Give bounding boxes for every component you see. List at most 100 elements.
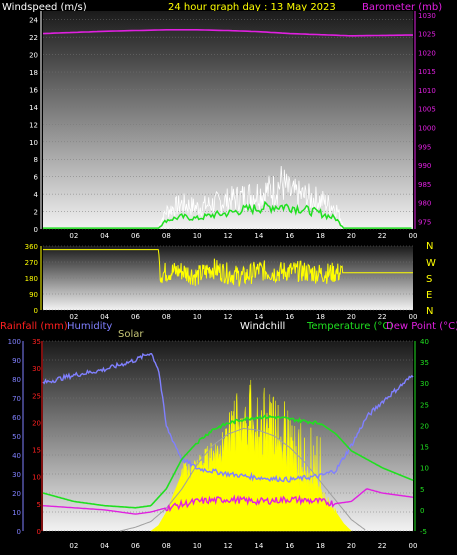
windspeed-label: Windspeed (m/s) [2,2,87,13]
rainfall-label: Rainfall (mm) [0,321,68,332]
temperature-tick-label: 10 [420,465,429,473]
series-line-dewpoint [42,488,414,515]
x-tick-label: 00 [409,542,418,550]
compass-label: N [426,241,433,252]
series-line-wind-average [43,200,412,229]
x-tick-label: 22 [378,232,387,240]
x-tick-label: 00 [409,313,418,321]
x-tick-label: 12 [224,232,233,240]
humidity-tick-label: 60 [12,414,21,422]
temperature-tick-label: 30 [420,380,429,388]
y-tick-label: 6 [34,174,39,182]
panel3-axes: 010203040506070809010005101520253035-505… [8,338,429,550]
x-tick-label: 02 [69,232,78,240]
x-tick-label: 16 [285,232,294,240]
panel2-series [43,249,413,287]
y2-tick-label: 990 [418,162,431,170]
rainfall-tick-label: 10 [32,474,41,482]
humidity-tick-label: 80 [12,376,21,384]
humidity-tick-label: 50 [12,433,21,441]
compass-labels: N W S E N [426,241,436,317]
y2-tick-label: 980 [418,200,431,208]
y2-tick-label: 1030 [418,12,436,20]
y-tick-label: 0 [34,226,38,234]
solar-label: Solar [118,329,144,340]
humidity-tick-label: 20 [12,490,21,498]
y-tick-label: 360 [25,243,38,251]
x-tick-label: 20 [347,232,356,240]
rainfall-tick-label: 35 [32,338,41,346]
y-tick-label: 14 [29,104,38,112]
x-tick-label: 22 [378,313,387,321]
x-tick-label: 12 [224,542,233,550]
y-tick-label: 16 [29,86,38,94]
series-line-solar-maximum [119,427,366,532]
panel2-axes: 0 90 180 270 360 02 04 06 08 10 12 14 16 18 20 22 00 [25,243,418,321]
x-tick-label: 20 [347,542,356,550]
x-tick-label: 20 [347,313,356,321]
rainfall-tick-label: 15 [32,447,41,455]
x-tick-label: 08 [162,232,171,240]
humidity-tick-label: 90 [12,357,21,365]
temperature-tick-label: -5 [420,528,427,536]
x-tick-label: 06 [131,313,140,321]
humidity-label: Humidity [67,321,112,332]
x-tick-label: 14 [254,313,263,321]
y-tick-label: 10 [29,139,38,147]
y-tick-label: 180 [25,275,38,283]
y-tick-label: 4 [34,191,39,199]
y2-tick-label: 1015 [418,68,436,76]
series-line-barometer [42,29,413,37]
x-tick-label: 16 [285,313,294,321]
x-tick-label: 00 [409,232,418,240]
x-tick-label: 10 [193,542,202,550]
y2-tick-label: 1010 [418,87,436,95]
series-line-humidity [42,352,414,483]
x-tick-label: 06 [131,232,140,240]
y2-tick-label: 1020 [418,49,436,57]
temperature-tick-label: 15 [420,444,429,452]
panel2-background [43,246,413,310]
compass-label: W [426,258,436,269]
humidity-tick-label: 30 [12,471,21,479]
panel3-series [42,352,414,532]
y2-tick-label: 1005 [418,106,436,114]
x-tick-label: 10 [193,232,202,240]
y-tick-label: 270 [25,259,38,267]
compass-label: N [426,306,433,317]
x-tick-label: 10 [193,313,202,321]
y2-tick-label: 1025 [418,31,436,39]
humidity-tick-label: 0 [17,528,21,536]
temperature-tick-label: 35 [420,359,429,367]
y-tick-label: 18 [29,69,38,77]
windchill-label: Windchill [240,321,285,332]
y-tick-label: 90 [29,291,38,299]
x-tick-label: 08 [162,542,171,550]
dewpoint-label: Dew Point (°C) [386,321,457,332]
y-tick-label: 2 [34,209,38,217]
y2-tick-label: 1000 [418,125,436,133]
rainfall-tick-label: 25 [32,392,41,400]
y2-tick-label: 975 [418,218,431,226]
x-tick-label: 04 [100,542,109,550]
y-tick-label: 24 [29,17,38,25]
temperature-tick-label: 25 [420,401,429,409]
x-tick-label: 12 [224,313,233,321]
humidity-tick-label: 70 [12,395,21,403]
x-tick-label: 04 [100,232,109,240]
y-tick-label: 22 [29,34,38,42]
compass-label: S [426,274,432,285]
humidity-tick-label: 40 [12,452,21,460]
x-tick-label: 16 [285,542,294,550]
panel1-background [43,11,413,229]
y-tick-label: 12 [29,121,38,129]
series-line-wind-direction [43,249,413,287]
temperature-tick-label: 5 [420,486,424,494]
x-tick-label: 14 [254,542,263,550]
panel1-series [42,29,413,229]
y-tick-label: 20 [29,52,38,60]
x-tick-label: 18 [316,542,325,550]
rainfall-tick-label: 5 [37,501,41,509]
